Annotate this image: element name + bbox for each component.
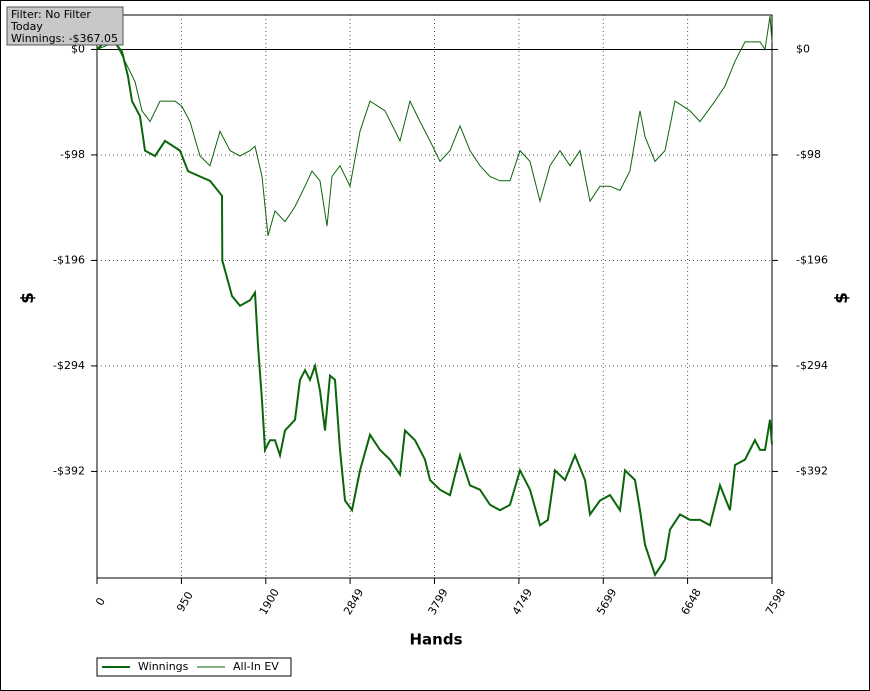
y-axis-label: $ (18, 292, 38, 304)
series-line (96, 16, 773, 236)
legend-label: Winnings (138, 660, 189, 673)
y-tick-label: -$294 (53, 359, 85, 372)
y2-axis-label: $ (832, 292, 852, 304)
filter-box (6, 6, 124, 46)
filter-text: Today (10, 20, 43, 33)
y2-tick-label: $0 (796, 42, 810, 55)
x-axis-label: Hands (409, 631, 462, 649)
y2-tick-label: -$98 (796, 148, 821, 161)
filter-text: Winnings: -$367.05 (11, 32, 118, 45)
series-line (96, 40, 773, 578)
y2-tick-label: -$294 (796, 359, 828, 372)
y-tick-label: -$98 (60, 148, 85, 161)
y2-tick-label: -$196 (796, 253, 828, 266)
y-tick-label: -$196 (53, 253, 85, 266)
filter-text: Filter: No Filter (11, 8, 91, 21)
y-tick-label: $0 (71, 42, 85, 55)
y-tick-label: -$392 (53, 464, 85, 477)
legend (96, 657, 292, 677)
legend-label: All-In EV (233, 660, 279, 673)
y2-tick-label: -$392 (796, 464, 828, 477)
